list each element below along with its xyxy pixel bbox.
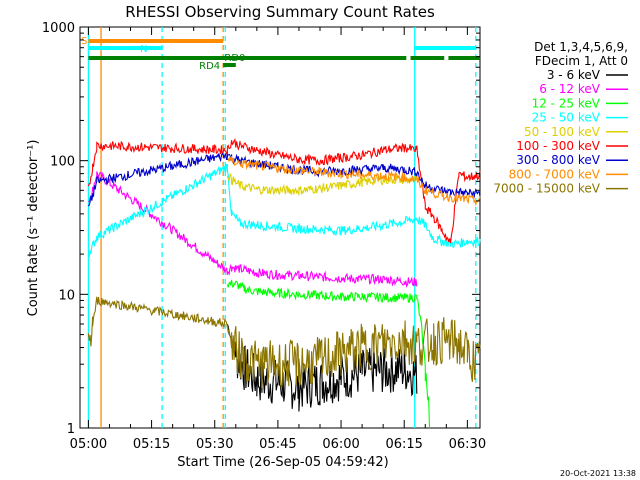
legend-label-2: 12 - 25 keV [532,96,601,110]
x-tick-labels: 05:00 05:15 05:30 05:45 06:00 06:15 06:30 [70,437,486,452]
status-bar-label-n: N [140,44,147,55]
y-tick-labels: 1 10 100 1000 [42,21,75,437]
legend: Det 1,3,4,5,6,9, FDecim 1, Att 0 3 - 6 k… [493,40,628,196]
legend-header-line-2: FDecim 1, Att 0 [535,54,628,68]
series-lines [87,138,481,429]
legend-label-3: 25 - 50 keV [532,111,601,125]
timestamp: 20-Oct-2021 13:38 [560,469,636,478]
y-tick-label-0: 1 [67,422,75,437]
x-tick-label-2: 05:30 [196,437,233,452]
series-line-0-seg-0 [226,323,418,412]
series-line-2-seg-0 [226,279,431,429]
legend-label-5: 100 - 300 keV [516,139,600,153]
x-axis-label: Start Time (26-Sep-05 04:59:42) [177,455,388,470]
y-axis-label: Count Rate (s⁻¹ detector⁻¹) [26,140,41,317]
legend-label-0: 3 - 6 keV [547,68,601,82]
y-tick-label-2: 100 [50,155,75,170]
y-tick-label-3: 1000 [42,21,75,36]
series-line-8-seg-0 [87,296,481,389]
legend-label-7: 800 - 7000 keV [509,167,601,181]
x-tick-label-5: 06:15 [385,437,422,452]
legend-label-6: 300 - 800 keV [516,153,600,167]
series-line-1-seg-0 [88,171,418,289]
legend-label-8: 7000 - 15000 keV [493,182,600,196]
plot-area: S N RD0 RD4 [79,26,481,429]
x-tick-label-3: 05:45 [259,437,296,452]
axis-ticks [80,27,480,429]
x-tick-label-0: 05:00 [70,437,107,452]
status-bar-label-rd0: RD0 [224,53,245,64]
series-line-5-seg-0 [87,138,481,244]
chart-title: RHESSI Observing Summary Count Rates [125,3,435,21]
x-tick-label-4: 06:00 [322,437,359,452]
x-tick-label-6: 06:30 [449,437,486,452]
x-tick-label-1: 05:15 [133,437,170,452]
series-line-7-seg-0 [227,155,481,207]
status-bars: S N RD0 RD4 [81,36,480,72]
series-line-4-seg-0 [226,173,418,197]
status-bar-label-rd4: RD4 [199,61,220,72]
series-line-3-seg-0 [87,163,481,258]
legend-label-1: 6 - 12 keV [539,82,601,96]
status-bar-label-s: S [81,36,87,47]
legend-header-line-1: Det 1,3,4,5,6,9, [534,40,628,54]
y-tick-label-1: 10 [58,288,75,303]
legend-label-4: 50 - 100 keV [524,125,601,139]
